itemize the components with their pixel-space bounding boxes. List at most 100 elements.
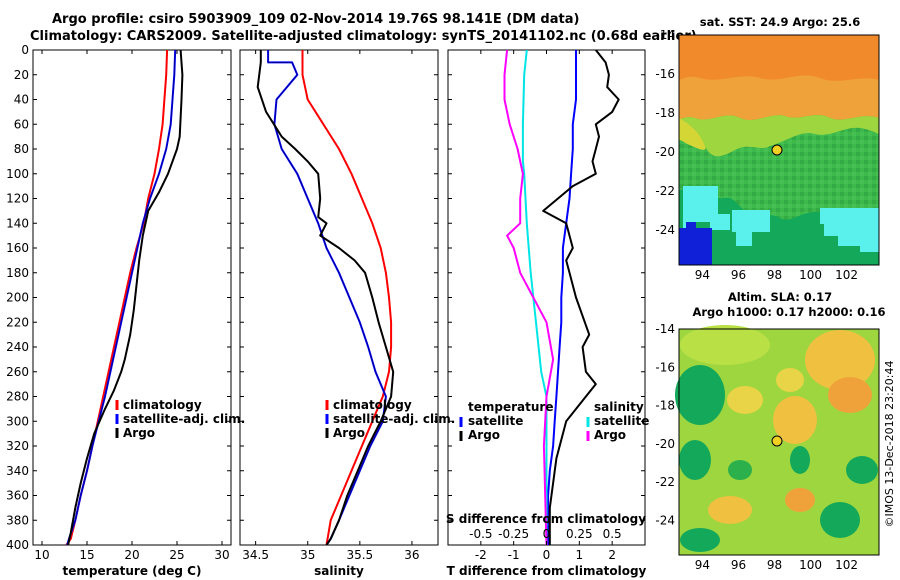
series-line-salinity-1 [267, 50, 387, 545]
map-xtick-label-sla_map-4: 102 [835, 558, 858, 572]
map-ytick-label-sla_map-3: -20 [655, 437, 675, 451]
xtick-label-temperature-4: 30 [214, 548, 229, 562]
xtick-label-temperature-0: 10 [34, 548, 49, 562]
xtick-label-temperature-2: 20 [124, 548, 139, 562]
map-ytick-label-sla_map-2: -18 [655, 399, 675, 413]
ytick-label-depth-6: 120 [6, 192, 29, 206]
legend-label-sal-0: satellite [594, 414, 649, 428]
ytick-label-depth-14: 280 [6, 390, 29, 404]
legend-label-temperature-1: satellite-adj. clim. [123, 412, 245, 426]
ytick-label-depth-10: 200 [6, 291, 29, 305]
xlabel-salinity: salinity [314, 564, 364, 578]
series-line-differences-3 [503, 50, 555, 545]
map-ytick-label-sst_map-3: -20 [655, 145, 675, 159]
map-xtick-label-sst_map-0: 94 [695, 268, 710, 282]
ytick-label-depth-12: 240 [6, 340, 29, 354]
legend-label-temp-1: Argo [468, 428, 500, 442]
xtick-label-differences-1: -1 [508, 548, 520, 562]
map-xtick-label-sst_map-2: 98 [767, 268, 782, 282]
xlabel-temperature: temperature (deg C) [63, 564, 202, 578]
ytick-label-depth-15: 300 [6, 414, 29, 428]
series-line-differences-2 [521, 50, 548, 545]
xtick-label-differences-3: 1 [576, 548, 584, 562]
ytick-label-depth-1: 20 [14, 68, 29, 82]
ytick-label-depth-17: 340 [6, 464, 29, 478]
series-line-differences-0 [547, 50, 577, 545]
ytick-label-depth-4: 80 [14, 142, 29, 156]
xtick-label-differences-0: -2 [475, 548, 487, 562]
xtick-label-differences-4: 2 [608, 548, 616, 562]
xtick-label-sdiff-4: 0.5 [603, 527, 622, 541]
map-xtick-label-sla_map-1: 96 [731, 558, 746, 572]
series-line-temperature-0 [65, 50, 169, 545]
salinity-axes-frame [239, 49, 439, 546]
timestamp-stamp: ©IMOS 13-Dec-2018 23:20:44 [883, 361, 896, 528]
legend-label-salinity-2: Argo [333, 426, 365, 440]
map-ytick-label-sst_map-5: -24 [655, 223, 675, 237]
legend-heading-temperature: temperature [468, 400, 553, 414]
map-ytick-label-sla_map-4: -22 [655, 475, 675, 489]
xtick-label-sdiff-3: 0.25 [566, 527, 593, 541]
figure-title-line2: Climatology: CARS2009. Satellite-adjuste… [30, 29, 697, 44]
map-ytick-label-sla_map-0: -14 [655, 322, 675, 336]
ytick-label-depth-0: 0 [21, 43, 29, 57]
legend-label-temp-0: satellite [468, 414, 523, 428]
legend-label-temperature-2: Argo [123, 426, 155, 440]
xtick-label-differences-2: 0 [543, 548, 551, 562]
series-line-salinity-2 [256, 50, 395, 545]
sst-argo-marker [771, 144, 783, 156]
map-xtick-label-sst_map-3: 100 [799, 268, 822, 282]
xtick-label-salinity-3: 36 [404, 548, 419, 562]
ytick-label-depth-2: 40 [14, 93, 29, 107]
sst-map [678, 34, 880, 266]
xtick-label-sdiff-0: -0.5 [469, 527, 492, 541]
figure-title-line1: Argo profile: csiro 5903909_109 02-Nov-2… [52, 12, 580, 27]
map-xtick-label-sst_map-1: 96 [731, 268, 746, 282]
map-xtick-label-sla_map-2: 98 [767, 558, 782, 572]
legend-label-salinity-0: climatology [333, 398, 412, 412]
map-xtick-label-sla_map-3: 100 [799, 558, 822, 572]
temperature-plot [65, 50, 184, 545]
xtick-label-salinity-1: 35 [300, 548, 315, 562]
legend-label-sal-1: Argo [594, 428, 626, 442]
thin-ref-line-salinity [267, 50, 387, 545]
sla-argo-marker [771, 435, 783, 447]
map-xtick-label-sst_map-4: 102 [835, 268, 858, 282]
thin-ref-line-temperature [66, 50, 176, 545]
xtick-label-sdiff-2: 0 [543, 527, 551, 541]
map-ytick-label-sst_map-1: -16 [655, 67, 675, 81]
axes-ticks-and-labels: 10 15 20 25 30020406080100120140160180200220… [6, 28, 858, 578]
ytick-label-depth-8: 160 [6, 241, 29, 255]
xlabel-top-salinity-diff: S difference from climatology [446, 512, 646, 526]
ytick-label-depth-3: 60 [14, 117, 29, 131]
xtick-label-temperature-1: 15 [79, 548, 94, 562]
xtick-label-temperature-3: 25 [169, 548, 184, 562]
map-ytick-label-sst_map-2: -18 [655, 106, 675, 120]
ytick-label-depth-11: 220 [6, 315, 29, 329]
difference-plot [503, 50, 620, 545]
ytick-label-depth-20: 400 [6, 538, 29, 552]
series-line-differences-1 [542, 50, 620, 545]
legend-label-temperature-0: climatology [123, 398, 202, 412]
temperature-axes-frame [32, 49, 232, 546]
xlabel-differences: T difference from climatology [447, 564, 647, 578]
ytick-label-depth-5: 100 [6, 167, 29, 181]
sla-map-subtitle: Argo h1000: 0.17 h2000: 0.16 [692, 305, 885, 319]
ytick-label-depth-13: 260 [6, 365, 29, 379]
legend-heading-salinity: salinity [594, 400, 644, 414]
ytick-label-depth-9: 180 [6, 266, 29, 280]
legend-label-salinity-1: satellite-adj. clim. [333, 412, 455, 426]
xtick-label-salinity-0: 34.5 [242, 548, 269, 562]
map-ytick-label-sla_map-5: -24 [655, 514, 675, 528]
map-ytick-label-sla_map-1: -16 [655, 360, 675, 374]
ytick-label-depth-19: 380 [6, 513, 29, 527]
map-xtick-label-sla_map-0: 94 [695, 558, 710, 572]
salinity-plot [256, 50, 395, 545]
ytick-label-depth-18: 360 [6, 489, 29, 503]
ytick-label-depth-7: 140 [6, 216, 29, 230]
sla-map [675, 325, 880, 556]
sst-map-title: sat. SST: 24.9 Argo: 25.6 [700, 15, 860, 29]
sla-map-title: Altim. SLA: 0.17 [728, 290, 832, 304]
